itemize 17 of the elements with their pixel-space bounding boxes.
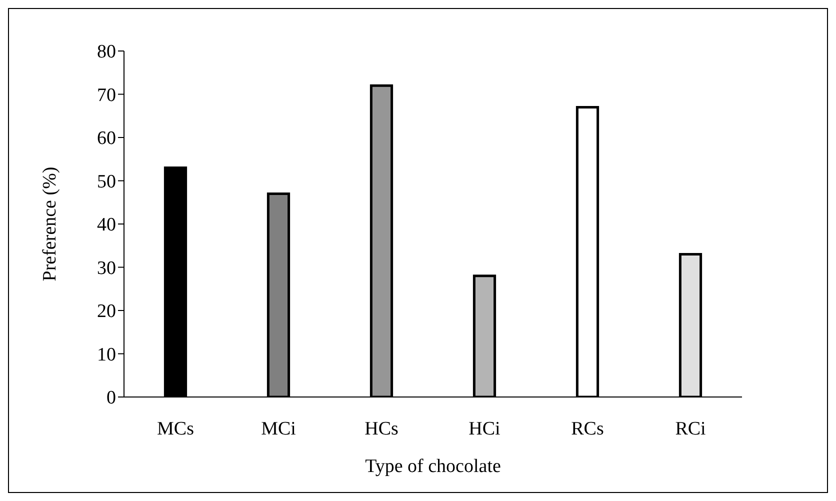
y-tick-label: 50 (97, 171, 116, 192)
y-tick-label: 0 (106, 388, 116, 409)
y-axis-title: Preference (%) (40, 166, 61, 282)
x-tick-label: RCs (571, 418, 604, 440)
x-tick-label: MCs (157, 418, 194, 440)
y-tick-label: 40 (97, 214, 116, 236)
x-tick-label: HCs (364, 418, 398, 440)
x-axis-title: Type of chocolate (365, 456, 501, 477)
y-tick-label: 60 (97, 128, 116, 150)
y-tick-label: 30 (97, 258, 116, 279)
y-tick-label: 70 (97, 84, 116, 106)
y-tick-label: 80 (97, 42, 116, 63)
x-tick-label: HCi (468, 418, 500, 440)
x-tick-label: RCi (675, 418, 706, 440)
y-tick-label: 10 (97, 344, 116, 366)
x-tick-label: MCi (261, 418, 296, 440)
y-tick-label: 20 (97, 301, 116, 322)
